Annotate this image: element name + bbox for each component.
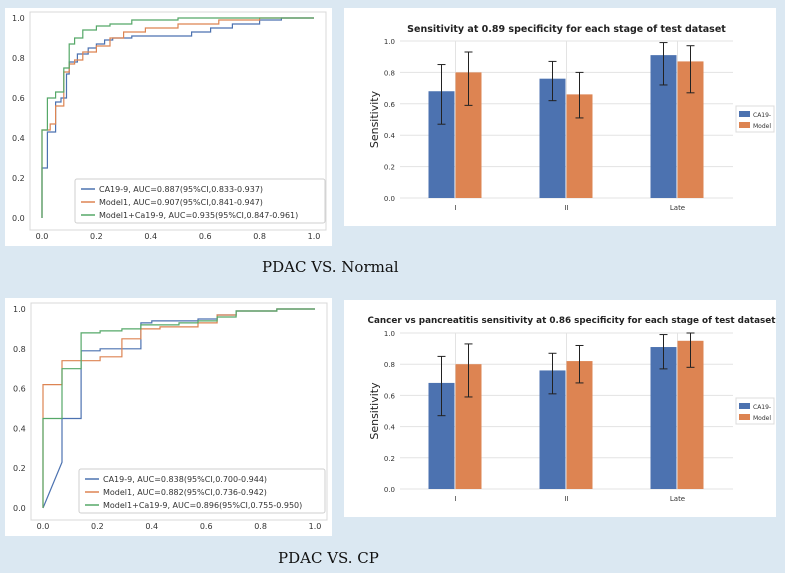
y-tick-label: 0.8 [12,54,25,63]
y-tick-label: 0.2 [13,464,26,473]
x-tick-label: 0.6 [200,522,213,531]
y-tick-label: 0.4 [384,132,396,140]
y-tick-label: 1.0 [13,305,26,314]
legend-swatch [739,122,750,128]
legend: CA19-9, AUC=0.838(95%CI,0.700-0.944) Mode… [78,468,326,514]
legend-box [74,178,326,224]
y-tick-label: 0.2 [12,174,25,183]
legend-swatch [739,403,750,409]
roc-curve-combined [41,17,314,218]
y-tick-label: 1.0 [384,38,395,46]
y-axis-label: Sensitivity [368,90,381,148]
bar-panel-cp: Cancer vs pancreatitis sensitivity at 0.… [344,300,776,517]
roc-curve-ca199 [41,17,314,218]
roc-panel-normal: 0.0 0.2 0.4 0.6 0.8 1.0 0.0 0.2 0.4 0.6 0.8 1.0 CA19… [5,8,332,246]
chart-title: Cancer vs pancreatitis sensitivity at 0.… [368,316,776,326]
legend-swatch [739,111,750,117]
legend: CA19-9, AUC=0.887(95%CI,0.833-0.937) Mode… [74,178,326,224]
x-tick-label: II [564,204,568,212]
bar-ca199 [650,347,677,489]
x-tick-label: II [564,495,568,503]
y-tick-label: 0.0 [384,195,395,203]
x-tick-label: Late [670,495,685,503]
y-tick-label: 0.8 [384,69,395,77]
roc-curve-model1 [41,17,314,218]
y-tick-label: 0.4 [12,134,25,143]
roc-curve-combined [42,308,315,508]
legend-label: Model1, AUC=0.907(95%CI,0.841-0.947) [99,198,263,207]
y-tick-label: 1.0 [384,330,395,338]
bar-chart-cp: Cancer vs pancreatitis sensitivity at 0.… [368,316,776,503]
y-tick-label: 0.8 [13,345,26,354]
x-tick-label: 0.0 [37,522,50,531]
y-tick-label: 0.6 [384,101,396,109]
x-tick-label: 0.6 [199,232,212,241]
legend-box [78,468,326,514]
roc-chart-normal: 0.0 0.2 0.4 0.6 0.8 1.0 0.0 0.2 0.4 0.6 0.8 1.0 CA19… [12,11,327,241]
plot-frame [29,11,327,231]
x-tick-label: Late [670,204,685,212]
x-tick-label: 1.0 [308,232,321,241]
y-tick-label: 1.0 [12,14,25,23]
x-tick-label: 0.4 [144,232,157,241]
x-tick-label: I [454,204,456,212]
y-tick-label: 0.6 [12,94,25,103]
legend: CA19- Model [735,105,775,133]
legend-label: Model [753,123,771,130]
roc-chart-cp: 0.0 0.2 0.4 0.6 0.8 1.0 0.0 0.2 0.4 0.6 0.8 1.0 CA19… [13,302,328,531]
y-tick-label: 0.4 [384,424,396,432]
caption-normal: PDAC VS. Normal [262,258,399,276]
chart-title: Sensitivity at 0.89 specificity for each… [407,24,726,35]
x-tick-label: 0.4 [145,522,158,531]
x-tick-label: 0.8 [254,522,267,531]
legend-label: CA19- [753,404,771,411]
y-tick-label: 0.0 [13,504,26,513]
legend-label: Model1, AUC=0.882(95%CI,0.736-0.942) [103,488,267,497]
y-tick-label: 0.6 [384,392,396,400]
y-tick-label: 0.2 [384,455,395,463]
x-tick-label: 0.8 [253,232,266,241]
legend-label: Model [753,415,771,422]
legend-swatch [739,414,750,420]
x-tick-label: I [454,495,456,503]
legend: CA19- Model [735,397,775,425]
legend-label: Model1+Ca19-9, AUC=0.896(95%CI,0.755-0.9… [103,501,302,510]
legend-label: Model1+Ca19-9, AUC=0.935(95%CI,0.847-0.9… [99,211,298,220]
legend-label: CA19-9, AUC=0.887(95%CI,0.833-0.937) [99,185,263,194]
legend-label: CA19-9, AUC=0.838(95%CI,0.700-0.944) [103,475,267,484]
x-tick-label: 0.0 [36,232,49,241]
bar-chart-normal: Sensitivity at 0.89 specificity for each… [368,24,775,212]
bar-panel-normal: Sensitivity at 0.89 specificity for each… [344,8,776,226]
legend-label: CA19- [753,112,771,119]
roc-panel-cp: 0.0 0.2 0.4 0.6 0.8 1.0 0.0 0.2 0.4 0.6 0.8 1.0 CA19… [5,298,332,536]
x-tick-label: 0.2 [91,522,104,531]
y-tick-label: 0.0 [12,214,25,223]
y-tick-label: 0.8 [384,361,395,369]
x-tick-label: 1.0 [309,522,322,531]
y-tick-label: 0.0 [384,486,395,494]
x-tick-label: 0.2 [90,232,103,241]
y-tick-label: 0.6 [13,385,26,394]
y-axis-label: Sensitivity [368,382,381,440]
y-tick-label: 0.4 [13,424,26,433]
plot-frame [30,302,328,521]
y-tick-label: 0.2 [384,164,395,172]
caption-cp: PDAC VS. CP [278,549,379,567]
